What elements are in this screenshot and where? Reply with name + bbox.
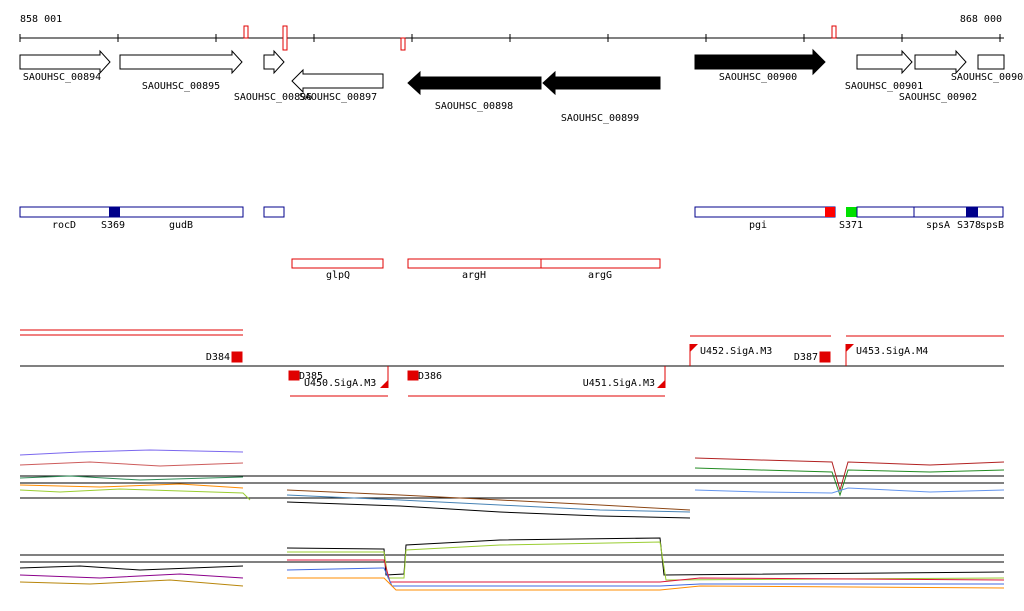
gene-label: SAOUHSC_00896: [234, 92, 312, 103]
segment-label: U453.SigA.M4: [856, 346, 928, 357]
operon-boxes: [19, 206, 1004, 218]
gene-label: SAOUHSC_00894: [23, 72, 101, 83]
operon-label: spsB: [980, 220, 1004, 231]
gene-label: SAOUHSC_00898: [435, 101, 513, 112]
operon-label: S369: [101, 220, 125, 231]
transcript-boxes: [291, 258, 661, 269]
segment-label: U451.SigA.M3: [583, 378, 655, 389]
operon-label: S378: [957, 220, 981, 231]
segment-label: U452.SigA.M3: [700, 346, 772, 357]
operon-label: spsA: [926, 220, 950, 231]
coord-start: 858 001: [20, 14, 62, 25]
gene-label: SAOUHSC_00901: [845, 81, 923, 92]
gene-label: SAOUHSC_00897: [299, 92, 377, 103]
operon-label: rocD: [52, 220, 76, 231]
gene-arrows: [19, 48, 1005, 96]
transcript-label: argH: [462, 270, 486, 281]
gene-label: SAOUHSC_00903: [951, 72, 1024, 83]
expression-traces: [19, 449, 1005, 591]
gene-label: SAOUHSC_00900: [719, 72, 797, 83]
segment-label: D386: [418, 371, 442, 382]
markers: [243, 25, 837, 51]
operon-label: pgi: [749, 220, 767, 231]
axis: [19, 34, 1004, 42]
segment-track: [20, 329, 1004, 397]
gene-label: SAOUHSC_00895: [142, 81, 220, 92]
operon-label: S371: [839, 220, 863, 231]
transcript-label: argG: [588, 270, 612, 281]
segment-label: D385: [299, 371, 323, 382]
coord-end: 868 000: [960, 14, 1002, 25]
gene-label: SAOUHSC_00899: [561, 113, 639, 124]
transcript-label: glpQ: [326, 270, 350, 281]
segment-label: D387: [794, 352, 818, 363]
operon-label: gudB: [169, 220, 193, 231]
segment-label: D384: [206, 352, 230, 363]
segment-label: U450.SigA.M3: [304, 378, 376, 389]
gene-label: SAOUHSC_00902: [899, 92, 977, 103]
